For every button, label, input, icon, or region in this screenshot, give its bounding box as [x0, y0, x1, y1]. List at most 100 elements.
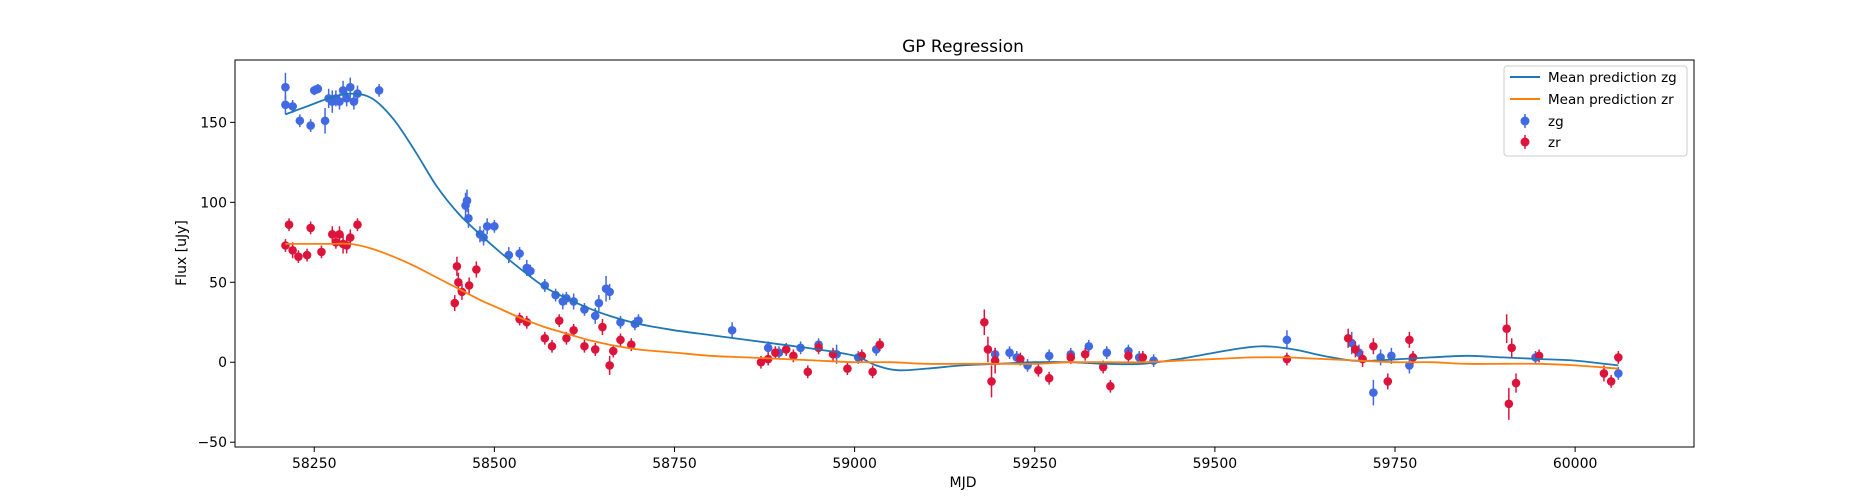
zg-point: [463, 196, 472, 205]
zg-point: [490, 222, 499, 231]
zg-point: [1005, 348, 1014, 357]
zr-point: [1512, 379, 1521, 388]
zr-point: [294, 252, 303, 261]
x-tick-label: 58250: [292, 456, 337, 472]
data-layer: [281, 73, 1623, 420]
zr-point: [303, 251, 312, 260]
zr-point: [548, 342, 557, 351]
zg-point: [728, 326, 737, 335]
zr-point: [453, 262, 462, 271]
zr-point: [1614, 353, 1623, 362]
zg-point: [595, 299, 604, 308]
zr-point: [1507, 344, 1516, 353]
zr-point: [609, 347, 618, 356]
x-tick-label: 58500: [472, 456, 517, 472]
zr-point: [771, 348, 780, 357]
zg-point: [288, 102, 297, 111]
zr-point: [876, 340, 885, 349]
zg-point: [375, 86, 384, 95]
zr-point: [288, 246, 297, 255]
zr-point: [306, 224, 315, 233]
x-tick-label: 59000: [832, 456, 877, 472]
x-tick-label: 59750: [1373, 456, 1418, 472]
legend-label-zr: zr: [1548, 135, 1561, 151]
zr-point: [465, 281, 474, 290]
zr-point: [1045, 374, 1054, 383]
zr-point: [580, 342, 589, 351]
zr-point: [1405, 336, 1414, 345]
zr-point: [1139, 353, 1148, 362]
zg-point: [591, 312, 600, 321]
zr-point: [1066, 353, 1075, 362]
legend-swatch-zr-marker: [1521, 138, 1530, 147]
zr-point: [605, 361, 614, 370]
zr-point: [1358, 355, 1367, 364]
zr-point: [353, 220, 362, 229]
zg-point: [1369, 388, 1378, 397]
y-tick-label: 50: [209, 275, 227, 291]
zr-point: [555, 316, 564, 325]
zr-point: [1351, 345, 1360, 354]
x-tick-label: 59500: [1193, 456, 1238, 472]
legend-swatch-zg-marker: [1521, 117, 1530, 126]
zg-point: [605, 288, 614, 297]
x-tick-label: 60000: [1553, 456, 1598, 472]
legend-label-mean-zr: Mean prediction zr: [1548, 92, 1674, 108]
zg-point: [281, 83, 290, 92]
y-axis-label: Flux [uJy]: [174, 220, 190, 286]
zg-point: [321, 116, 330, 125]
zr-point: [814, 344, 823, 353]
zg-point: [296, 116, 305, 125]
zr-point: [281, 241, 290, 250]
zr-point: [450, 299, 459, 308]
zr-point: [980, 318, 989, 327]
zr-point: [285, 220, 294, 229]
y-tick-label: 0: [218, 355, 227, 371]
legend-label-mean-zg: Mean prediction zg: [1548, 70, 1677, 86]
legend-label-zg: zg: [1548, 114, 1564, 130]
zr-point: [1034, 366, 1043, 375]
y-tick-label: 100: [200, 195, 227, 211]
zr-point: [616, 336, 625, 345]
zr-point: [1344, 334, 1353, 343]
zr-point: [868, 368, 877, 377]
zr-point: [569, 326, 578, 335]
zg-point: [515, 249, 524, 258]
zr-point: [591, 345, 600, 354]
zr-point: [1607, 377, 1616, 386]
zg-point: [346, 83, 355, 92]
zg-point: [281, 100, 290, 109]
zr-point: [984, 345, 993, 354]
zg-point: [1045, 352, 1054, 361]
zr-point: [472, 265, 481, 274]
mean-prediction-zg-line: [285, 94, 1618, 371]
x-tick-label: 59250: [1012, 456, 1057, 472]
zr-point: [803, 368, 812, 377]
x-axis-label: MJD: [950, 475, 977, 491]
y-axis: −50 0 50 100 150: [197, 115, 235, 451]
zr-point: [1081, 350, 1090, 359]
zg-points: [281, 73, 1623, 406]
y-tick-label: −50: [197, 435, 227, 451]
plot-area: [281, 73, 1623, 420]
zg-point: [1614, 369, 1623, 378]
x-tick-label: 58750: [652, 456, 697, 472]
legend: Mean prediction zg Mean prediction zr zg…: [1504, 66, 1687, 156]
zr-point: [1600, 369, 1609, 378]
zr-point: [843, 364, 852, 373]
zr-point: [1124, 352, 1133, 361]
zr-point: [1369, 342, 1378, 351]
zr-point: [317, 248, 326, 257]
zr-point: [598, 323, 607, 332]
zg-point: [1283, 336, 1292, 345]
zr-point: [1106, 382, 1115, 391]
zr-point: [541, 334, 550, 343]
zg-point: [1102, 348, 1111, 357]
y-tick-label: 150: [200, 115, 227, 131]
zr-point: [1505, 400, 1514, 409]
mean-prediction-zr-line: [285, 244, 1618, 369]
x-axis: 58250 58500 58750 59000 59250 59500 59750 60000: [292, 447, 1597, 472]
zg-point: [314, 84, 323, 93]
zg-point: [764, 344, 773, 353]
